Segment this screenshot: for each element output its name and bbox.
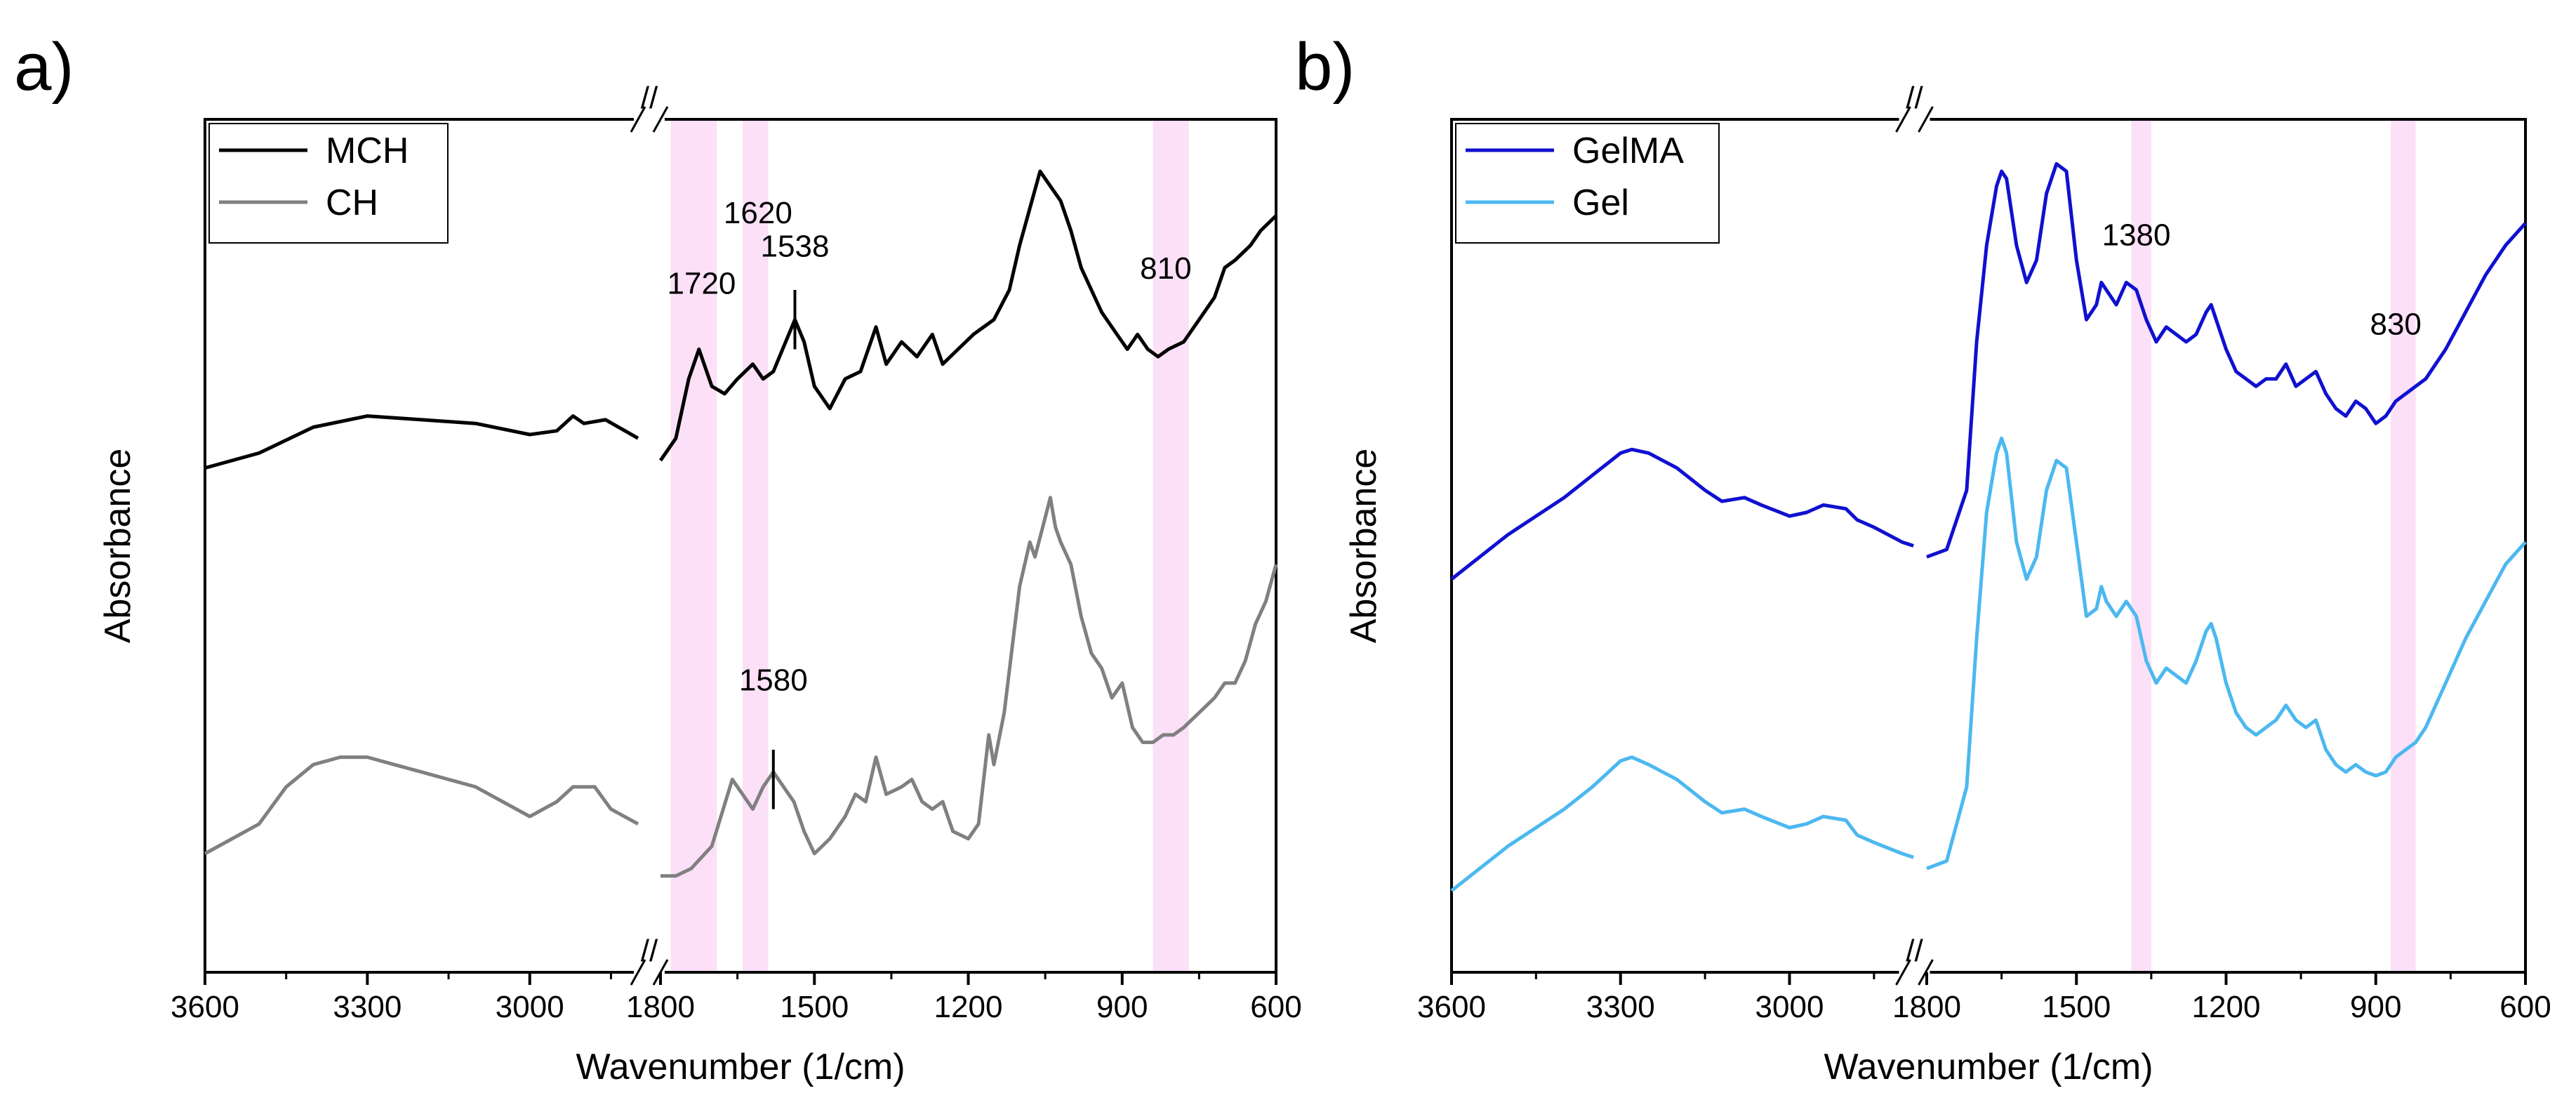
y-axis-title: Absorbance <box>98 449 138 644</box>
x-tick-label: 900 <box>1096 990 1148 1024</box>
x-tick-label: 3300 <box>333 990 401 1024</box>
annotation-label: 830 <box>2370 307 2421 341</box>
axis-break-slash <box>1918 106 1934 133</box>
x-tick-label: 3600 <box>171 990 239 1024</box>
annotation-label: 810 <box>1140 251 1191 286</box>
legend-label: MCH <box>326 131 409 171</box>
plot-frame <box>1450 118 2527 974</box>
legend-box <box>1455 123 1720 244</box>
series-line-mch <box>204 414 639 470</box>
axis-break-label: // <box>641 934 658 968</box>
axis-break-label: // <box>1906 81 1923 115</box>
x-tick-label: 600 <box>2499 990 2551 1024</box>
series-line-gel <box>1926 436 2527 870</box>
x-axis-title: Wavenumber (1/cm) <box>576 1047 905 1087</box>
legend-label: GelMA <box>1572 131 1684 171</box>
series-line-gelma <box>1926 161 2527 559</box>
x-tick-label: 1500 <box>2042 990 2111 1024</box>
axis-break-slash <box>630 959 646 986</box>
shaded-band <box>2391 119 2416 972</box>
legend-box <box>208 123 449 244</box>
axis-break-slash <box>630 106 646 133</box>
shaded-band <box>2131 119 2151 972</box>
x-tick-label: 3000 <box>496 990 564 1024</box>
x-tick-label: 1500 <box>780 990 849 1024</box>
annotation-label: 1580 <box>739 663 808 698</box>
x-axis-title: Wavenumber (1/cm) <box>1824 1047 2153 1087</box>
chart-panel-a: // // 3600 3300 3000 1800 1500 1200 900 600 Wavenu… <box>14 29 1302 1087</box>
x-tick-label: 3300 <box>1586 990 1655 1024</box>
axis-break-slash <box>1895 959 1911 986</box>
annotation-label: 1538 <box>761 229 830 263</box>
legend-label: Gel <box>1572 183 1629 223</box>
annotation-label: 1720 <box>668 266 736 300</box>
legend-label: CH <box>326 183 378 223</box>
x-tick-label: 3600 <box>1417 990 1486 1024</box>
x-tick-label: 1200 <box>2192 990 2261 1024</box>
x-tick-label: 1800 <box>626 990 695 1024</box>
axis-break-slash <box>1895 106 1911 133</box>
shaded-band <box>1153 119 1189 972</box>
annotation-label: 1380 <box>2102 218 2171 253</box>
axis-break-label: // <box>1906 934 1923 968</box>
series-line-ch <box>204 755 639 856</box>
x-tick-label: 900 <box>2350 990 2401 1024</box>
chart-panel-b: // // 3600 3300 3000 1800 1500 1200 900 600 Wavenu… <box>1295 29 2551 1087</box>
series-line-gelma <box>1450 447 1914 581</box>
axis-break-label: // <box>641 81 658 115</box>
x-tick-label: 600 <box>1250 990 1301 1024</box>
panel-label: b) <box>1295 29 1355 105</box>
x-tick-label: 1800 <box>1892 990 1961 1024</box>
panel-label: a) <box>14 29 74 105</box>
shaded-band <box>670 119 717 972</box>
x-tick-label: 1200 <box>934 990 1003 1024</box>
annotation-label: 1620 <box>724 196 792 230</box>
series-line-mch <box>658 169 1277 462</box>
axis-break-slash <box>652 106 669 133</box>
series-line-ch <box>660 496 1278 878</box>
series-line-gel <box>1450 755 1914 892</box>
plot-frame <box>204 118 1277 974</box>
y-axis-title: Absorbance <box>1343 449 1384 644</box>
x-tick-label: 3000 <box>1755 990 1824 1024</box>
shaded-band <box>742 119 769 972</box>
